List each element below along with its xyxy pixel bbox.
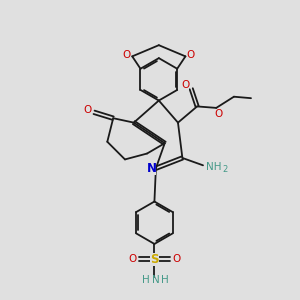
Text: N: N bbox=[152, 275, 160, 285]
Text: O: O bbox=[187, 50, 195, 60]
Text: NH: NH bbox=[206, 162, 222, 172]
Text: N: N bbox=[146, 162, 157, 175]
Text: O: O bbox=[83, 105, 92, 115]
Text: S: S bbox=[150, 253, 159, 266]
Text: H: H bbox=[142, 275, 150, 285]
Text: O: O bbox=[181, 80, 190, 90]
Text: O: O bbox=[214, 110, 223, 119]
Text: O: O bbox=[172, 254, 180, 264]
Text: O: O bbox=[123, 50, 131, 60]
Text: O: O bbox=[128, 254, 137, 264]
Text: 2: 2 bbox=[222, 165, 227, 174]
Text: H: H bbox=[160, 275, 168, 285]
